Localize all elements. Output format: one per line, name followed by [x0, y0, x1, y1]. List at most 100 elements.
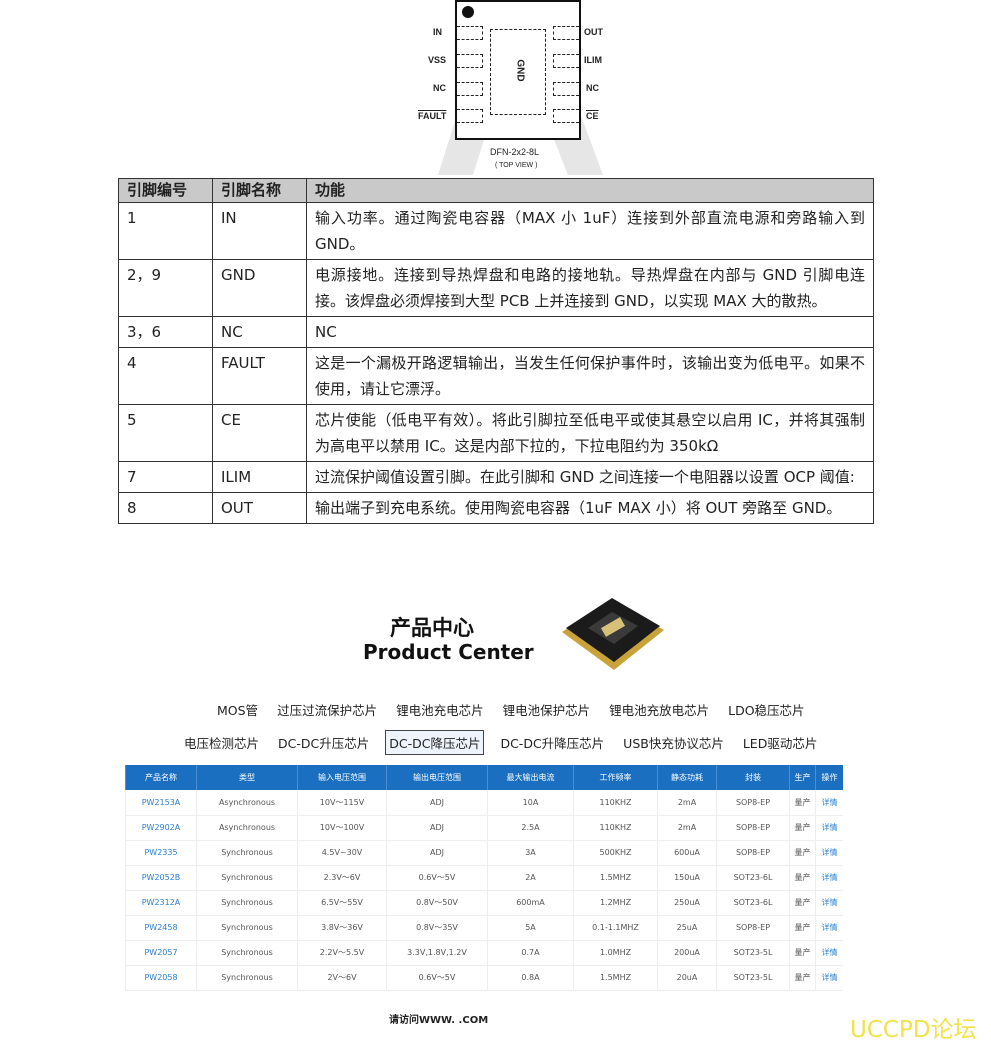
category-link[interactable]: MOS管	[217, 703, 259, 718]
pin-name: CE	[212, 404, 307, 462]
category-link[interactable]: 锂电池充放电芯片	[609, 703, 710, 718]
product-link[interactable]: PW2153A	[125, 790, 197, 816]
pin-function-table: 引脚编号 引脚名称 功能 1 IN 输入功率。通过陶瓷电容器（MAX 小 1uF）连…	[118, 178, 874, 524]
product-cell: 0.8V～50V	[386, 890, 488, 916]
product-cell: 2.2V～5.5V	[297, 940, 387, 966]
category-link[interactable]: DC-DC升压芯片	[278, 736, 370, 751]
details-link[interactable]: 详情	[815, 940, 843, 966]
pinout-diagram: GND IN VSS NC FAULT OUT ILIM NC CE DFN-2…	[418, 0, 614, 175]
product-link[interactable]: PW2057	[125, 940, 197, 966]
column-header: 输出电压范围	[386, 765, 488, 790]
details-link[interactable]: 详情	[815, 890, 843, 916]
pin-number: 1	[118, 202, 213, 260]
chip-image	[562, 598, 664, 670]
product-cell: 200uA	[657, 940, 717, 966]
product-cell: 量产	[789, 940, 816, 966]
category-link[interactable]: 锂电池充电芯片	[396, 703, 484, 718]
product-link[interactable]: PW2902A	[125, 815, 197, 841]
product-cell: 量产	[789, 790, 816, 816]
column-header: 静态功耗	[657, 765, 717, 790]
category-link[interactable]: USB快充协议芯片	[623, 736, 724, 751]
product-cell: 500KHZ	[573, 840, 658, 866]
product-cell: 0.8V～35V	[386, 915, 488, 941]
product-cell: 2.3V～6V	[297, 865, 387, 891]
pin-row: 1 IN 输入功率。通过陶瓷电容器（MAX 小 1uF）连接到外部直流电源和旁路输入…	[118, 202, 874, 260]
pin-row: 2，9 GND 电源接地。连接到导热焊盘和电路的接地轨。导热焊盘在内部与 GND 引…	[118, 259, 874, 317]
gnd-label: GND	[514, 59, 526, 82]
pin-function: 芯片使能（低电平有效）。将此引脚拉至低电平或使其悬空以启用 IC，并将其强制为高…	[306, 404, 874, 462]
details-link[interactable]: 详情	[815, 915, 843, 941]
column-header: 生产	[789, 765, 816, 790]
header-function: 功能	[306, 178, 874, 203]
chip-outline: GND	[455, 0, 581, 140]
product-cell: ADJ	[386, 790, 488, 816]
category-link[interactable]: LDO稳压芯片	[728, 703, 805, 718]
product-cell: 2A	[487, 865, 574, 891]
details-link[interactable]: 详情	[815, 815, 843, 841]
product-link[interactable]: PW2058	[125, 965, 197, 991]
details-link[interactable]: 详情	[815, 790, 843, 816]
pin-name: ILIM	[212, 461, 307, 493]
category-link[interactable]: DC-DC升降压芯片	[500, 736, 605, 751]
product-cell: 0.7A	[487, 940, 574, 966]
product-cell: 5A	[487, 915, 574, 941]
category-nav-row1: MOS管 过压过流保护芯片 锂电池充电芯片 锂电池保护芯片 锂电池充放电芯片 LDO稳压芯…	[214, 698, 821, 721]
product-link[interactable]: PW2335	[125, 840, 197, 866]
product-cell: 0.8A	[487, 965, 574, 991]
column-header: 类型	[196, 765, 298, 790]
category-nav-row2: 电压检测芯片 DC-DC升压芯片 DC-DC降压芯片 DC-DC升降压芯片 USB快充协…	[181, 730, 833, 755]
pin-name: FAULT	[212, 347, 307, 405]
pin-number: 4	[118, 347, 213, 405]
product-cell: Synchronous	[196, 915, 298, 941]
pin-label: NC	[433, 83, 446, 93]
product-cell: 10A	[487, 790, 574, 816]
product-cell: 2mA	[657, 815, 717, 841]
product-cell: 110KHZ	[573, 815, 658, 841]
product-cell: 1.5MHZ	[573, 865, 658, 891]
product-row: PW2458 Synchronous 3.8V～36V 0.8V～35V 5A 0.1-1…	[125, 915, 843, 941]
pin-label: NC	[586, 83, 599, 93]
product-row: PW2312A Synchronous 6.5V～55V 0.8V～50V 600mA 1…	[125, 890, 843, 916]
visit-website-text: 请访问WWW. .COM	[389, 1015, 489, 1026]
details-link[interactable]: 详情	[815, 865, 843, 891]
pin-row: 3，6 NC NC	[118, 316, 874, 348]
column-header: 产品名称	[125, 765, 197, 790]
product-cell: ADJ	[386, 840, 488, 866]
details-link[interactable]: 详情	[815, 840, 843, 866]
product-cell: SOT23-6L	[716, 865, 790, 891]
product-cell: 600uA	[657, 840, 717, 866]
pin-number: 7	[118, 461, 213, 493]
category-link[interactable]: LED驱动芯片	[742, 736, 818, 751]
column-header: 操作	[815, 765, 843, 790]
product-cell: 2V～6V	[297, 965, 387, 991]
product-link[interactable]: PW2312A	[125, 890, 197, 916]
product-cell: SOT23-5L	[716, 940, 790, 966]
product-link[interactable]: PW2458	[125, 915, 197, 941]
pin-label: OUT	[584, 27, 603, 37]
pin-label: CE	[586, 111, 599, 121]
product-cell: 25uA	[657, 915, 717, 941]
product-cell: Synchronous	[196, 940, 298, 966]
package-label: DFN-2x2-8L	[490, 147, 540, 157]
product-cell: ADJ	[386, 815, 488, 841]
pin-name: OUT	[212, 492, 307, 524]
pin-label: ILIM	[584, 55, 602, 65]
product-cell: SOP8-EP	[716, 915, 790, 941]
product-cell: 1.2MHZ	[573, 890, 658, 916]
category-link[interactable]: 锂电池保护芯片	[502, 703, 591, 718]
column-header: 工作频率	[573, 765, 658, 790]
column-header: 封装	[716, 765, 790, 790]
product-link[interactable]: PW2052B	[125, 865, 197, 891]
product-cell: Synchronous	[196, 865, 298, 891]
view-label: ( TOP VIEW )	[495, 162, 538, 169]
product-cell: 3.8V～36V	[297, 915, 387, 941]
category-link[interactable]: DC-DC降压芯片	[385, 730, 485, 755]
pin-label: IN	[433, 27, 442, 37]
details-link[interactable]: 详情	[815, 965, 843, 991]
pin-label: FAULT	[418, 111, 447, 121]
category-link[interactable]: 过压过流保护芯片	[277, 703, 378, 718]
pin-name: IN	[212, 202, 307, 260]
column-header: 输入电压范围	[297, 765, 387, 790]
product-center-title: 产品中心	[390, 616, 474, 640]
category-link[interactable]: 电压检测芯片	[184, 736, 260, 751]
